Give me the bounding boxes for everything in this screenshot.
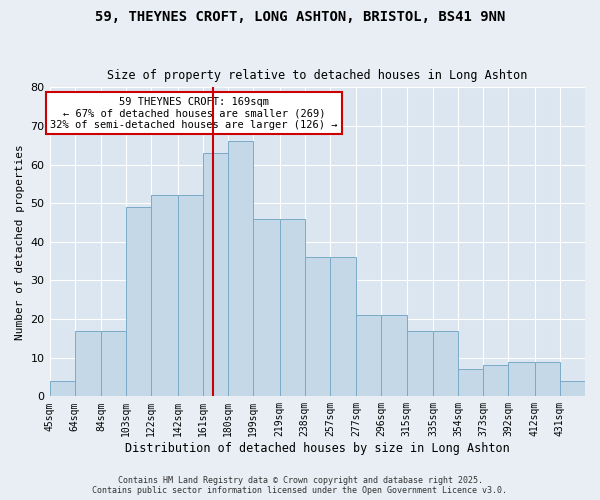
Bar — [50, 381, 74, 396]
Bar — [560, 381, 585, 396]
Y-axis label: Number of detached properties: Number of detached properties — [15, 144, 25, 340]
Bar — [280, 218, 305, 396]
Bar — [228, 142, 253, 396]
Bar — [101, 330, 126, 396]
Bar — [356, 315, 382, 396]
Bar — [483, 366, 508, 396]
Text: 59 THEYNES CROFT: 169sqm
← 67% of detached houses are smaller (269)
32% of semi-: 59 THEYNES CROFT: 169sqm ← 67% of detach… — [50, 96, 338, 130]
Bar — [253, 218, 280, 396]
Bar — [382, 315, 407, 396]
Bar — [305, 258, 330, 396]
Bar — [74, 330, 101, 396]
Bar — [151, 196, 178, 396]
Bar — [330, 258, 356, 396]
Bar — [458, 370, 483, 396]
Bar — [407, 330, 433, 396]
Bar — [508, 362, 535, 396]
X-axis label: Distribution of detached houses by size in Long Ashton: Distribution of detached houses by size … — [125, 442, 509, 455]
Text: 59, THEYNES CROFT, LONG ASHTON, BRISTOL, BS41 9NN: 59, THEYNES CROFT, LONG ASHTON, BRISTOL,… — [95, 10, 505, 24]
Bar — [433, 330, 458, 396]
Bar — [535, 362, 560, 396]
Bar — [126, 207, 151, 396]
Bar — [178, 196, 203, 396]
Title: Size of property relative to detached houses in Long Ashton: Size of property relative to detached ho… — [107, 69, 527, 82]
Bar — [203, 153, 228, 396]
Text: Contains HM Land Registry data © Crown copyright and database right 2025.
Contai: Contains HM Land Registry data © Crown c… — [92, 476, 508, 495]
